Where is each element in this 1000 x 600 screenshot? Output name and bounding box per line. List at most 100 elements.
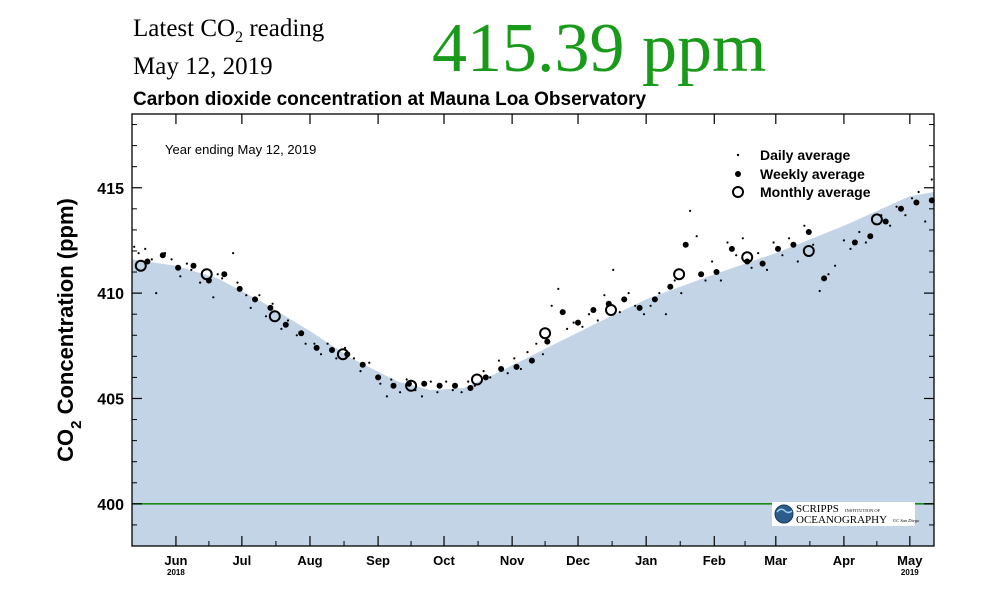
chart-legend: Daily average Weekly average Monthly avera… bbox=[732, 147, 871, 200]
daily-point bbox=[497, 359, 500, 362]
logo-institution: INSTITUTION OF bbox=[845, 508, 881, 513]
wave-icon bbox=[776, 508, 793, 514]
x-tick-label: Feb bbox=[703, 553, 726, 568]
x-tick-year: 2019 bbox=[901, 568, 919, 577]
daily-point bbox=[467, 380, 470, 383]
monthly-point bbox=[673, 268, 686, 281]
weekly-point bbox=[513, 363, 520, 370]
daily-point bbox=[917, 190, 920, 194]
weekly-point bbox=[713, 269, 720, 275]
weekly-point bbox=[590, 307, 597, 313]
daily-point bbox=[849, 247, 852, 250]
daily-point bbox=[379, 382, 382, 385]
weekly-point bbox=[221, 271, 228, 278]
legend-daily-marker bbox=[736, 153, 740, 157]
daily-point bbox=[603, 294, 606, 297]
monthly-point bbox=[471, 373, 483, 386]
daily-point bbox=[385, 395, 388, 398]
daily-point bbox=[924, 220, 927, 223]
weekly-point bbox=[528, 357, 535, 364]
y-axis-label-text: CO2 Concentration (ppm) bbox=[53, 198, 85, 462]
x-tick-label: Oct bbox=[433, 553, 455, 568]
monthly-point bbox=[200, 268, 213, 281]
x-tick-label: May bbox=[897, 553, 923, 568]
weekly-point bbox=[359, 361, 366, 368]
daily-point bbox=[271, 302, 274, 305]
weekly-point bbox=[790, 241, 797, 248]
y-tick-label: 415 bbox=[97, 181, 124, 198]
daily-point bbox=[642, 313, 646, 316]
daily-point bbox=[803, 224, 806, 227]
daily-point bbox=[581, 325, 584, 328]
daily-point bbox=[689, 209, 692, 212]
y-tick-label: 405 bbox=[97, 391, 124, 408]
y-tick-label: 410 bbox=[97, 286, 124, 303]
weekly-point bbox=[559, 309, 566, 316]
weekly-point bbox=[851, 239, 858, 246]
weekly-point bbox=[667, 283, 674, 290]
daily-point bbox=[680, 292, 683, 295]
daily-point bbox=[772, 241, 775, 244]
daily-point bbox=[245, 294, 248, 297]
daily-point bbox=[765, 268, 769, 271]
daily-point bbox=[513, 357, 516, 360]
daily-point bbox=[858, 230, 861, 234]
daily-point bbox=[420, 395, 424, 398]
weekly-point bbox=[175, 264, 182, 271]
daily-point bbox=[185, 262, 188, 265]
weekly-point bbox=[252, 296, 258, 303]
logo-ucsd: UC San Diego bbox=[893, 518, 920, 523]
daily-point bbox=[711, 260, 714, 263]
weekly-point bbox=[390, 382, 397, 389]
daily-point bbox=[627, 292, 630, 295]
daily-point bbox=[735, 254, 738, 257]
daily-point bbox=[313, 342, 316, 345]
daily-point bbox=[436, 391, 439, 394]
chart-title: Carbon dioxide concentration at Mauna Lo… bbox=[133, 89, 647, 110]
y-tick-label: 400 bbox=[97, 497, 124, 514]
weekly-point bbox=[821, 275, 828, 282]
daily-point bbox=[155, 292, 158, 295]
weekly-point bbox=[421, 380, 428, 387]
monthly-point bbox=[539, 327, 552, 340]
weekly-point bbox=[267, 304, 274, 311]
monthly-point bbox=[405, 379, 418, 392]
weekly-point bbox=[498, 366, 505, 372]
daily-point bbox=[910, 197, 914, 200]
daily-point bbox=[150, 258, 153, 261]
weekly-point bbox=[298, 330, 305, 337]
daily-point bbox=[212, 296, 215, 299]
daily-point bbox=[904, 214, 907, 217]
weekly-point bbox=[544, 338, 551, 345]
daily-point bbox=[812, 243, 815, 246]
latest-reading-label: Latest CO2 reading bbox=[133, 15, 325, 46]
weekly-point bbox=[159, 252, 166, 259]
monthly-point bbox=[870, 213, 883, 226]
reading-date: May 12, 2019 bbox=[133, 53, 273, 80]
legend-weekly-marker bbox=[735, 171, 741, 177]
monthly-point bbox=[741, 251, 754, 264]
daily-point bbox=[587, 313, 591, 316]
daily-point bbox=[566, 327, 569, 330]
legend-entry: Monthly average bbox=[760, 184, 871, 200]
x-tick-label: Aug bbox=[297, 553, 322, 568]
weekly-point bbox=[236, 285, 243, 292]
daily-point bbox=[930, 178, 933, 181]
logo-oceanography: OCEANOGRAPHY bbox=[796, 514, 887, 526]
daily-point bbox=[519, 367, 523, 371]
daily-point bbox=[719, 279, 723, 282]
weekly-point bbox=[867, 233, 874, 240]
trend-area bbox=[132, 192, 934, 546]
y-axis-label-sub: 2 bbox=[68, 421, 85, 429]
weekly-point bbox=[805, 229, 812, 235]
daily-point bbox=[236, 281, 239, 284]
daily-point bbox=[137, 252, 140, 255]
daily-point bbox=[232, 252, 235, 255]
daily-point bbox=[572, 321, 575, 324]
daily-point bbox=[704, 279, 707, 282]
weekly-point bbox=[575, 319, 581, 326]
weekly-point bbox=[898, 205, 904, 212]
x-tick-label: Jan bbox=[635, 553, 657, 568]
daily-point bbox=[280, 327, 283, 330]
weekly-point bbox=[452, 382, 458, 389]
